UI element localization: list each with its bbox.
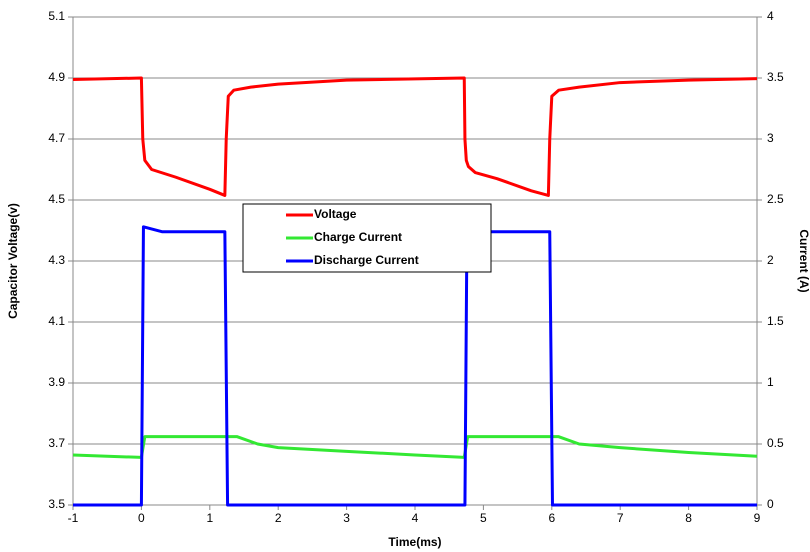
y2-tick-label: 3 (767, 131, 774, 145)
y-tick-label: 3.5 (48, 497, 65, 511)
x-tick-label: 3 (343, 511, 350, 525)
y-tick-label: 3.9 (48, 375, 65, 389)
x-tick-label: 6 (548, 511, 555, 525)
y2-tick-label: 1 (767, 375, 774, 389)
x-tick-label: -1 (68, 511, 79, 525)
legend-label: Charge Current (314, 230, 402, 244)
y2-tick-label: 2 (767, 253, 774, 267)
series-line (73, 225, 757, 507)
y-tick-label: 4.7 (48, 131, 65, 145)
y-tick-label: 4.5 (48, 192, 65, 206)
y-tick-label: 5.1 (48, 9, 65, 23)
series-line (72, 435, 758, 459)
y2-tick-label: 0.5 (767, 436, 784, 450)
x-tick-label: 2 (275, 511, 282, 525)
x-tick-label: 0 (138, 511, 145, 525)
y2-axis-title: Current (A) (797, 229, 810, 292)
y-axis-title: Capacitor Voltage(v) (6, 203, 20, 319)
y2-tick-label: 4 (767, 9, 774, 23)
y2-tick-label: 2.5 (767, 192, 784, 206)
legend-label: Discharge Current (314, 253, 419, 267)
y-tick-label: 4.3 (48, 253, 65, 267)
y-tick-label: 4.9 (48, 70, 65, 84)
x-tick-label: 1 (206, 511, 213, 525)
legend: Voltage Charge Current Discharge Current (242, 203, 492, 273)
x-tick-label: 9 (754, 511, 761, 525)
x-tick-label: 4 (412, 511, 419, 525)
x-tick-label: 7 (617, 511, 624, 525)
y-tick-label: 4.1 (48, 314, 65, 328)
x-tick-label: 5 (480, 511, 487, 525)
y2-tick-label: 1.5 (767, 314, 784, 328)
x-tick-label: 8 (685, 511, 692, 525)
y2-tick-label: 3.5 (767, 70, 784, 84)
y-tick-label: 3.7 (48, 436, 65, 450)
x-axis-title: Time(ms) (388, 535, 441, 549)
series-line (72, 76, 758, 197)
legend-box (242, 203, 492, 273)
y2-tick-label: 0 (767, 497, 774, 511)
legend-label: Voltage (314, 207, 357, 221)
